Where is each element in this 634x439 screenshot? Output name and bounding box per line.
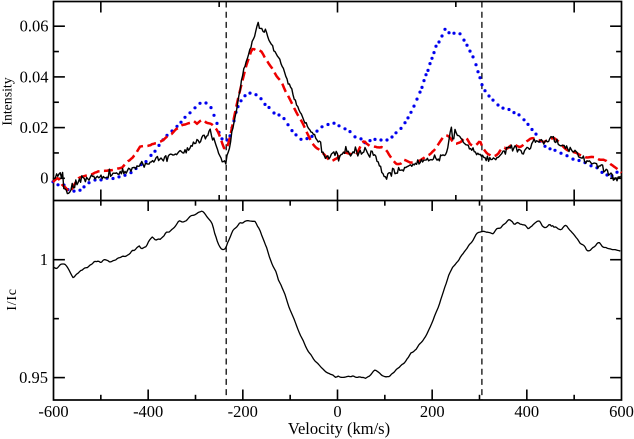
svg-text:0.06: 0.06: [20, 17, 49, 36]
svg-text:0: 0: [333, 402, 341, 421]
svg-text:0.02: 0.02: [20, 118, 49, 137]
svg-text:0.04: 0.04: [20, 67, 49, 86]
svg-text:-400: -400: [133, 402, 163, 421]
svg-text:400: 400: [514, 402, 539, 421]
svg-text:200: 200: [420, 402, 445, 421]
svg-text:600: 600: [609, 402, 634, 421]
svg-text:-200: -200: [228, 402, 258, 421]
svg-text:I/Ic: I/Ic: [5, 288, 20, 310]
svg-text:Velocity (km/s): Velocity (km/s): [288, 419, 390, 438]
svg-text:0: 0: [40, 169, 48, 188]
svg-text:Intensity: Intensity: [0, 77, 14, 125]
svg-text:1: 1: [40, 250, 48, 269]
svg-text:0.95: 0.95: [19, 368, 48, 387]
svg-text:-600: -600: [38, 402, 68, 421]
